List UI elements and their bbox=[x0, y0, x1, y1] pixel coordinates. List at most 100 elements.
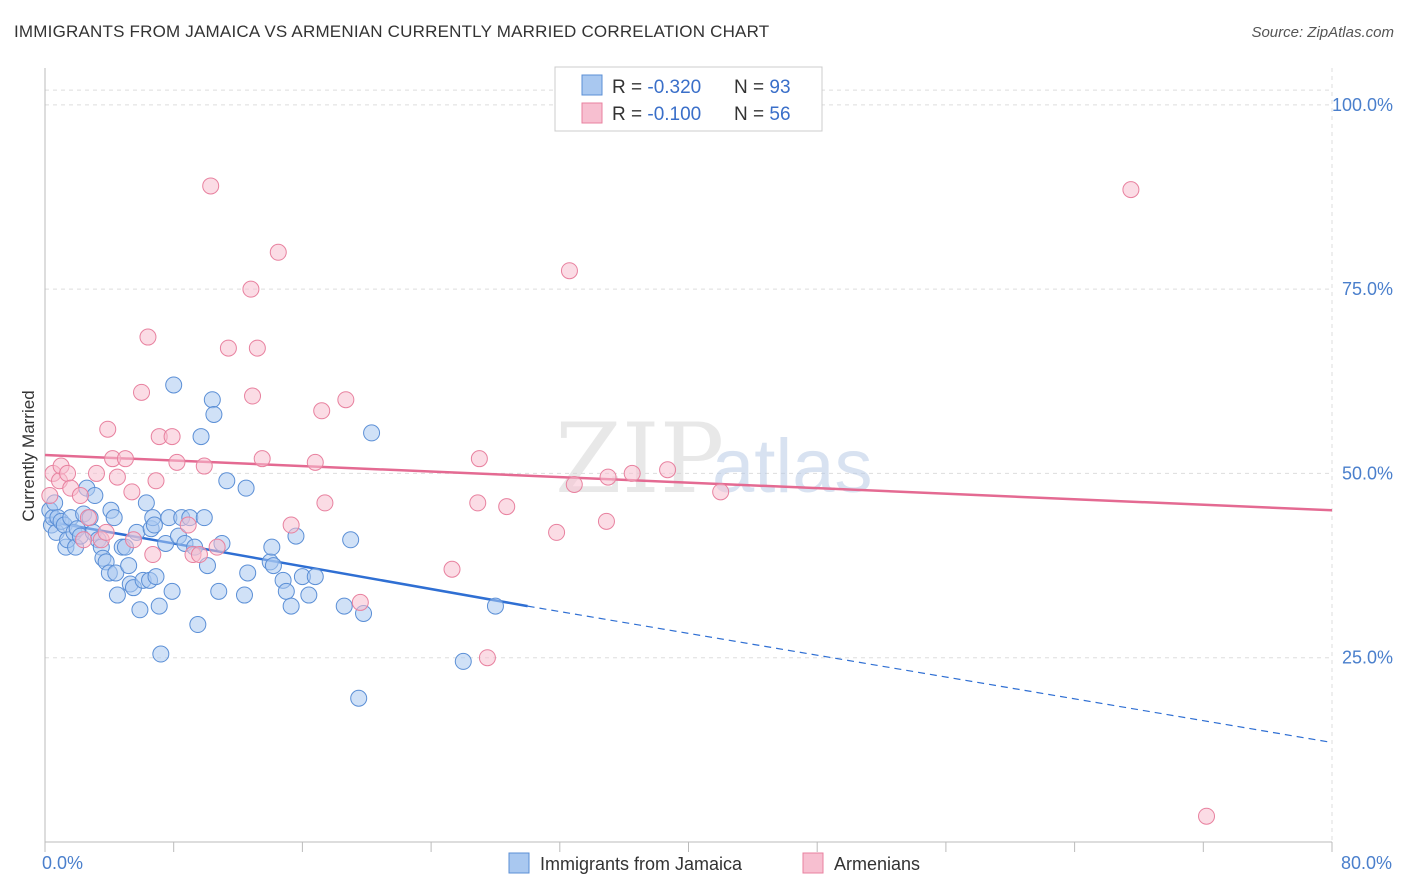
point-jamaica-62 bbox=[218, 472, 236, 490]
watermark-atlas: atlas bbox=[712, 424, 873, 509]
point-armenian-51 bbox=[597, 512, 615, 530]
point-jamaica-59 bbox=[205, 405, 223, 423]
y-tick-label-0: 25.0% bbox=[1342, 648, 1393, 668]
x-tick-label-max: 80.0% bbox=[1341, 853, 1392, 873]
point-jamaica-77 bbox=[342, 531, 360, 549]
point-armenian-33 bbox=[244, 387, 262, 405]
point-jamaica-70 bbox=[277, 582, 295, 600]
point-armenian-28 bbox=[195, 457, 213, 475]
point-armenian-19 bbox=[139, 328, 157, 346]
x-tick-label-min: 0.0% bbox=[42, 853, 83, 873]
point-armenian-42 bbox=[351, 593, 369, 611]
point-armenian-35 bbox=[253, 450, 271, 468]
point-armenian-24 bbox=[168, 453, 186, 471]
point-armenian-56 bbox=[1122, 181, 1140, 199]
point-jamaica-71 bbox=[282, 597, 300, 615]
legend-n-value-1: 93 bbox=[769, 77, 790, 98]
point-armenian-27 bbox=[190, 546, 208, 564]
point-armenian-32 bbox=[242, 280, 260, 298]
point-jamaica-78 bbox=[350, 689, 368, 707]
bottom-legend-swatch-jamaica bbox=[508, 852, 530, 874]
y-tick-label-2: 75.0% bbox=[1342, 279, 1393, 299]
bottom-legend-label-armenian: Armenians bbox=[834, 854, 920, 874]
point-armenian-11 bbox=[97, 523, 115, 541]
point-armenian-45 bbox=[470, 450, 488, 468]
point-jamaica-56 bbox=[195, 509, 213, 527]
trend-line-jamaica-extrapolated bbox=[527, 605, 1333, 744]
point-armenian-47 bbox=[498, 498, 516, 516]
point-jamaica-80 bbox=[363, 424, 381, 442]
point-armenian-25 bbox=[179, 516, 197, 534]
legend-n-value-2: 56 bbox=[769, 104, 790, 125]
point-armenian-9 bbox=[87, 464, 105, 482]
y-tick-label-1: 50.0% bbox=[1342, 463, 1393, 483]
bottom-legend-label-jamaica: Immigrants from Jamaica bbox=[540, 854, 743, 874]
legend-r-value-2: -0.100 bbox=[647, 104, 701, 125]
svg-text:N = 56: N = 56 bbox=[734, 104, 791, 125]
bottom-legend: Immigrants from Jamaica Armenians bbox=[508, 852, 920, 874]
point-armenian-20 bbox=[144, 546, 162, 564]
point-armenian-23 bbox=[163, 428, 181, 446]
series-armenian-points bbox=[41, 177, 1216, 825]
point-armenian-53 bbox=[623, 464, 641, 482]
point-armenian-57 bbox=[1198, 807, 1216, 825]
point-jamaica-54 bbox=[189, 616, 207, 634]
point-jamaica-47 bbox=[163, 582, 181, 600]
y-axis-title: Currently Married bbox=[19, 390, 38, 521]
point-armenian-18 bbox=[133, 383, 151, 401]
legend-r-value-1: -0.320 bbox=[647, 77, 701, 98]
point-jamaica-42 bbox=[147, 568, 165, 586]
point-jamaica-28 bbox=[108, 586, 126, 604]
point-jamaica-48 bbox=[165, 376, 183, 394]
point-jamaica-35 bbox=[131, 601, 149, 619]
point-armenian-36 bbox=[269, 243, 287, 261]
svg-text:R = -0.320: R = -0.320 bbox=[612, 77, 701, 98]
legend-n-label-2: N = bbox=[734, 104, 769, 125]
point-armenian-15 bbox=[116, 450, 134, 468]
top-legend: R = -0.320 N = 93 R = -0.100 N = 56 bbox=[554, 66, 823, 132]
point-jamaica-63 bbox=[235, 586, 253, 604]
point-armenian-29 bbox=[202, 177, 220, 195]
point-jamaica-64 bbox=[237, 479, 255, 497]
y-tick-labels: 25.0% 50.0% 75.0% 100.0% bbox=[1332, 95, 1393, 668]
point-armenian-41 bbox=[337, 391, 355, 409]
point-jamaica-19 bbox=[86, 487, 104, 505]
point-armenian-0 bbox=[41, 487, 59, 505]
point-armenian-6 bbox=[71, 487, 89, 505]
legend-swatch-armenian bbox=[581, 102, 603, 124]
point-armenian-7 bbox=[75, 531, 93, 549]
point-armenian-49 bbox=[560, 262, 578, 280]
point-armenian-48 bbox=[548, 523, 566, 541]
point-jamaica-37 bbox=[137, 494, 155, 512]
point-jamaica-31 bbox=[120, 557, 138, 575]
chart-title: IMMIGRANTS FROM JAMAICA VS ARMENIAN CURR… bbox=[14, 22, 770, 41]
point-armenian-14 bbox=[108, 468, 126, 486]
point-jamaica-43 bbox=[150, 597, 168, 615]
point-armenian-31 bbox=[219, 339, 237, 357]
point-armenian-50 bbox=[565, 475, 583, 493]
source-credit: Source: ZipAtlas.com bbox=[1251, 24, 1394, 41]
point-armenian-40 bbox=[316, 494, 334, 512]
point-jamaica-65 bbox=[239, 564, 257, 582]
point-armenian-4 bbox=[59, 464, 77, 482]
point-jamaica-58 bbox=[203, 391, 221, 409]
svg-text:R = -0.100: R = -0.100 bbox=[612, 104, 701, 125]
point-armenian-16 bbox=[123, 483, 141, 501]
point-armenian-43 bbox=[443, 560, 461, 578]
point-armenian-34 bbox=[248, 339, 266, 357]
point-jamaica-74 bbox=[300, 586, 318, 604]
point-armenian-8 bbox=[79, 509, 97, 527]
bottom-legend-swatch-armenian bbox=[802, 852, 824, 874]
point-jamaica-75 bbox=[306, 568, 324, 586]
legend-r-label-1: R = bbox=[612, 77, 647, 98]
point-armenian-39 bbox=[313, 402, 331, 420]
point-jamaica-81 bbox=[454, 652, 472, 670]
point-armenian-37 bbox=[282, 516, 300, 534]
point-jamaica-55 bbox=[192, 428, 210, 446]
watermark-zip: ZIP bbox=[555, 403, 724, 515]
point-jamaica-82 bbox=[486, 597, 504, 615]
point-jamaica-44 bbox=[152, 645, 170, 663]
legend-swatch-jamaica bbox=[581, 74, 603, 96]
point-armenian-12 bbox=[99, 420, 117, 438]
